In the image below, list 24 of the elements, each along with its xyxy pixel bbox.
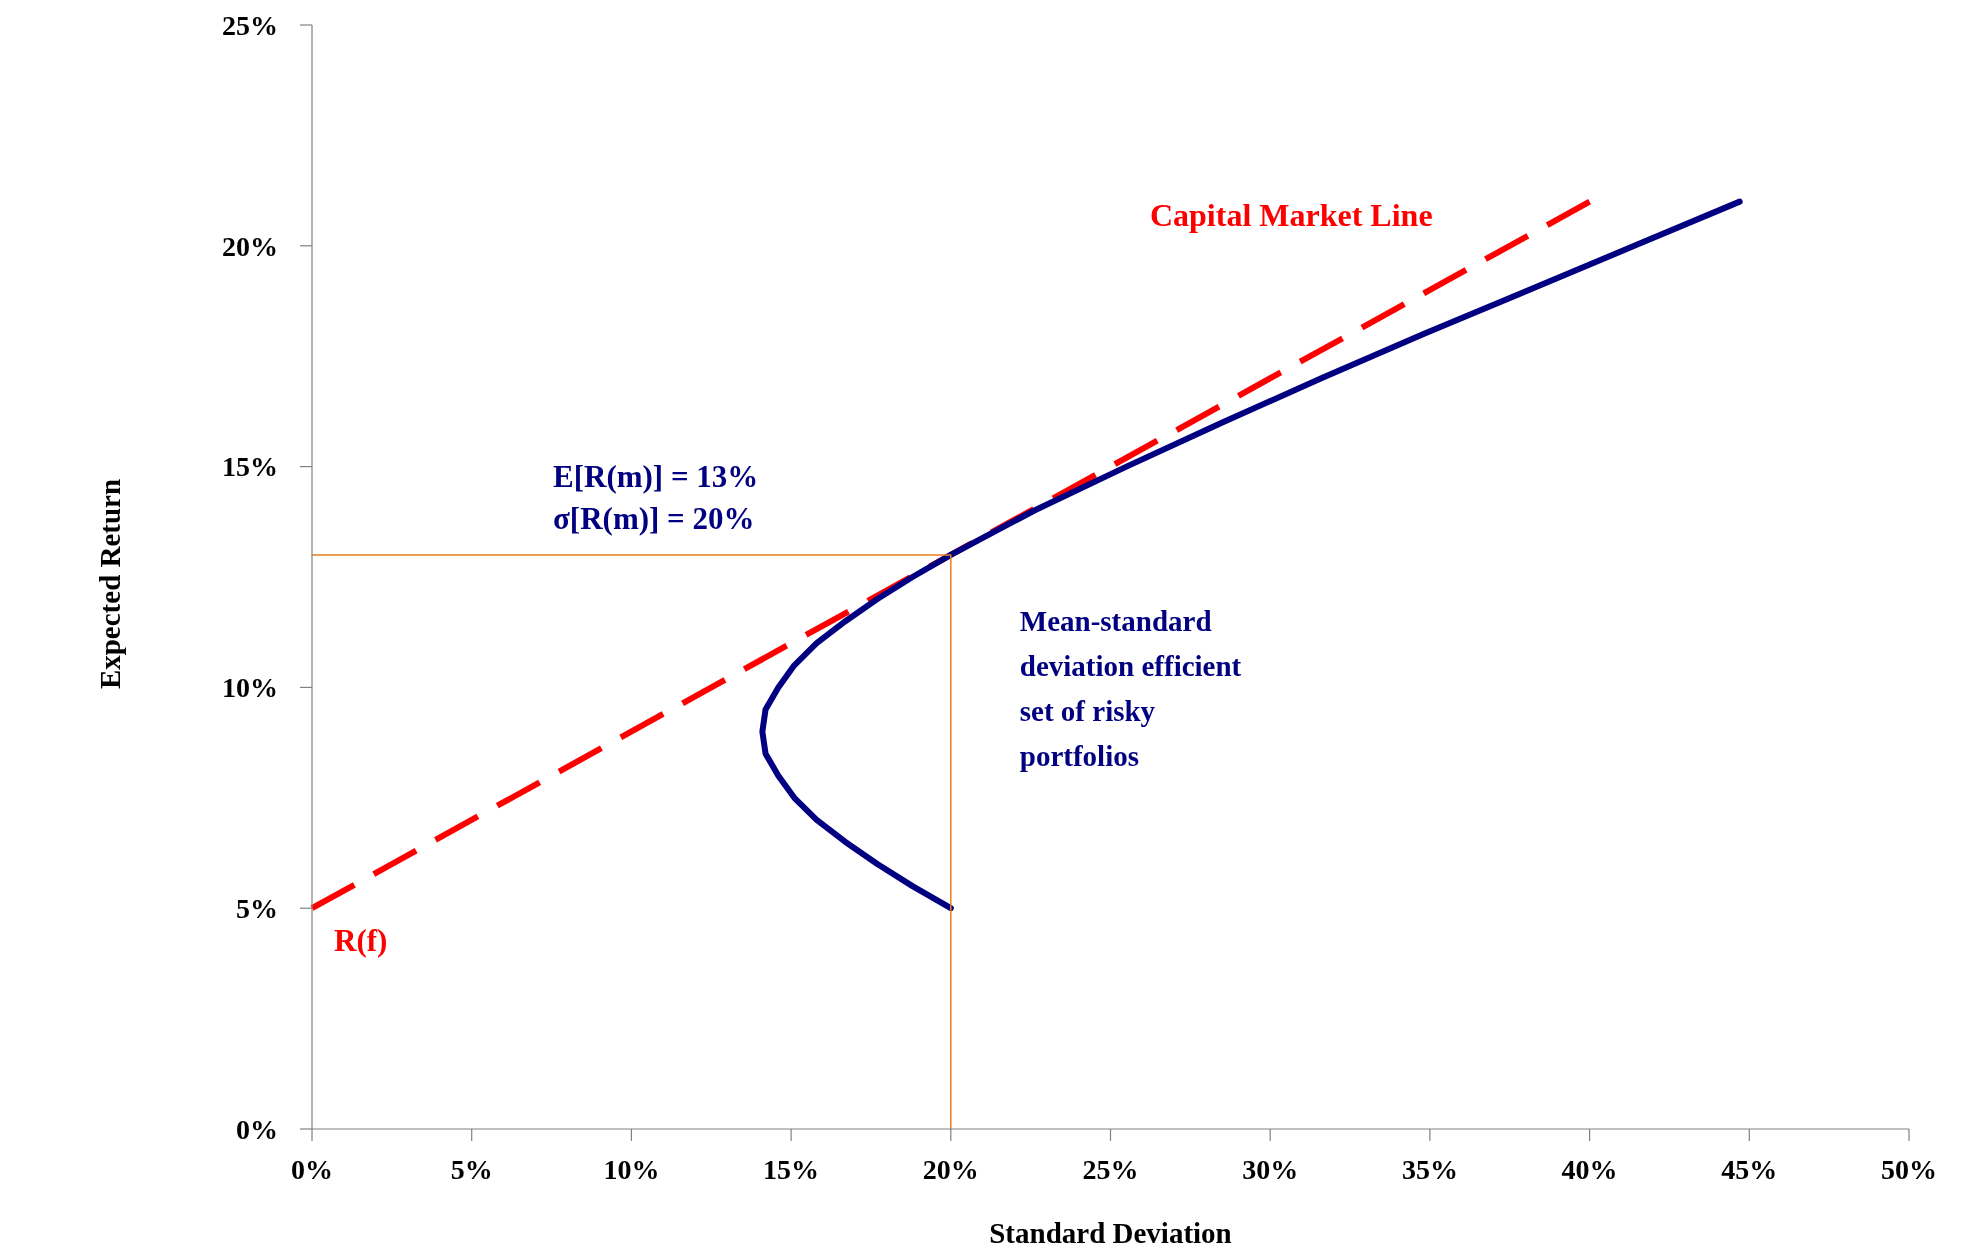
- y-axis-title: Expected Return: [94, 478, 126, 690]
- x-tick-label: 35%: [1401, 1154, 1458, 1185]
- y-tick-label: 15%: [222, 451, 278, 483]
- x-tick-label: 25%: [1082, 1154, 1139, 1185]
- annotation: R(f): [334, 923, 388, 958]
- y-tick-label: 20%: [222, 230, 278, 262]
- annotation: E[R(m)] = 13%: [553, 459, 759, 494]
- y-tick-label: 0%: [236, 1113, 278, 1145]
- x-tick-label: 30%: [1242, 1154, 1299, 1185]
- y-tick-label: 25%: [222, 9, 278, 41]
- x-tick-label: 45%: [1721, 1154, 1778, 1185]
- y-tick-label: 10%: [222, 672, 278, 704]
- x-tick-label: 10%: [603, 1154, 660, 1185]
- x-tick-label: 15%: [763, 1154, 820, 1185]
- text: Mean-standard deviation efficient set of risky portfolios: [1019, 605, 1242, 773]
- x-tick-label: 40%: [1561, 1154, 1618, 1185]
- x-tick-label: 50%: [1881, 1154, 1937, 1185]
- x-axis-title: Standard Deviation: [989, 1217, 1232, 1249]
- x-tick-label: 0%: [291, 1154, 333, 1185]
- x-tick-label: 5%: [450, 1154, 493, 1185]
- series-label: Capital Market Line: [1149, 196, 1433, 233]
- x-tick-label: 20%: [922, 1154, 979, 1185]
- annotation: σ[R(m)] = 20%: [553, 501, 755, 536]
- y-tick-label: 5%: [236, 893, 278, 924]
